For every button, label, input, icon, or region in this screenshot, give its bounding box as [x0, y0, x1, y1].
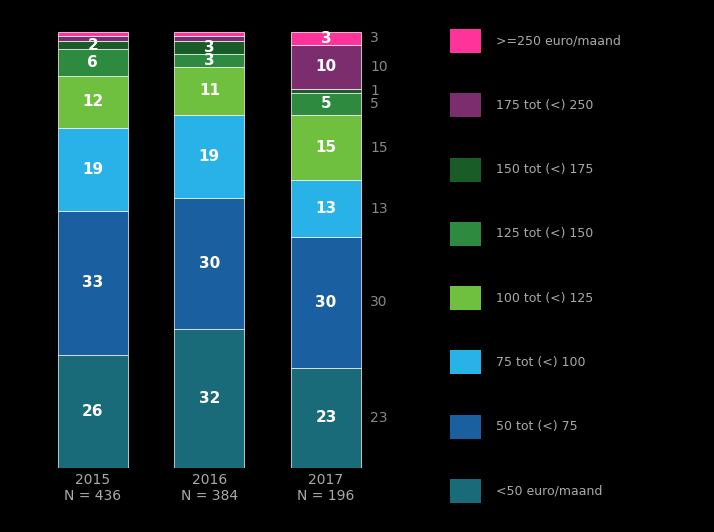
FancyBboxPatch shape [450, 93, 481, 117]
FancyBboxPatch shape [450, 157, 481, 181]
Text: 12: 12 [82, 94, 104, 109]
Text: 3: 3 [321, 31, 331, 46]
Text: 13: 13 [316, 201, 336, 216]
Bar [174, 198, 244, 329]
FancyBboxPatch shape [450, 222, 481, 246]
Text: 2: 2 [87, 38, 98, 53]
Text: <50 euro/maand: <50 euro/maand [496, 485, 603, 497]
Bar [291, 89, 361, 93]
Text: 33: 33 [82, 275, 104, 290]
Bar [291, 237, 361, 368]
FancyBboxPatch shape [450, 351, 481, 375]
Bar [58, 32, 128, 36]
FancyBboxPatch shape [450, 479, 481, 503]
Text: 5: 5 [321, 96, 331, 111]
FancyBboxPatch shape [450, 286, 481, 310]
Bar [174, 115, 244, 198]
Text: 11: 11 [199, 84, 220, 98]
FancyBboxPatch shape [450, 415, 481, 439]
Text: 23: 23 [316, 411, 337, 426]
Bar [174, 54, 244, 67]
Bar [291, 115, 361, 180]
Text: 6: 6 [87, 55, 98, 70]
Text: 15: 15 [371, 140, 388, 154]
Text: 75 tot (<) 100: 75 tot (<) 100 [496, 356, 585, 369]
Text: 5: 5 [371, 97, 379, 111]
Text: 32: 32 [198, 391, 220, 406]
Text: 30: 30 [198, 256, 220, 271]
Text: 19: 19 [82, 162, 104, 177]
FancyBboxPatch shape [450, 29, 481, 53]
Text: 125 tot (<) 150: 125 tot (<) 150 [496, 227, 593, 240]
Text: 15: 15 [316, 140, 336, 155]
Text: 3: 3 [204, 40, 215, 55]
Text: 30: 30 [316, 295, 337, 310]
Text: 1: 1 [371, 84, 379, 98]
Text: 3: 3 [371, 31, 379, 45]
Bar [174, 329, 244, 468]
Text: 175 tot (<) 250: 175 tot (<) 250 [496, 99, 593, 112]
Text: 100 tot (<) 125: 100 tot (<) 125 [496, 292, 593, 305]
Bar [58, 355, 128, 468]
Bar [291, 45, 361, 89]
Text: 150 tot (<) 175: 150 tot (<) 175 [496, 163, 593, 176]
Bar [174, 67, 244, 115]
Bar [174, 36, 244, 40]
Text: 10: 10 [316, 60, 336, 74]
Bar [291, 180, 361, 237]
Bar [58, 128, 128, 211]
Bar [58, 211, 128, 355]
Bar [174, 32, 244, 36]
Bar [291, 368, 361, 468]
Text: 30: 30 [371, 295, 388, 310]
Bar [291, 32, 361, 45]
Text: 3: 3 [204, 53, 215, 68]
Bar [291, 93, 361, 115]
Text: 26: 26 [82, 404, 104, 419]
Bar [58, 36, 128, 40]
Text: >=250 euro/maand: >=250 euro/maand [496, 35, 621, 47]
Bar [174, 40, 244, 54]
Text: 50 tot (<) 75: 50 tot (<) 75 [496, 420, 578, 433]
Text: 10: 10 [371, 60, 388, 74]
Text: 13: 13 [371, 202, 388, 215]
Bar [58, 40, 128, 49]
Text: 19: 19 [198, 149, 220, 164]
Bar [58, 76, 128, 128]
Bar [58, 49, 128, 76]
Text: 23: 23 [371, 411, 388, 425]
